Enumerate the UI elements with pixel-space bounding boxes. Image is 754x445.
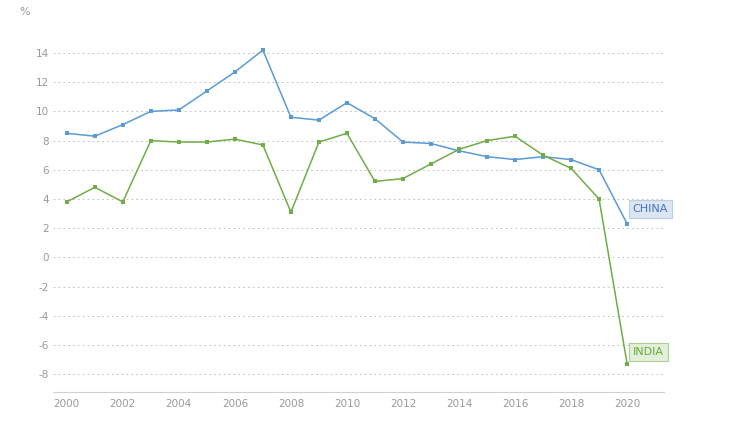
Text: CHINA: CHINA <box>633 204 668 214</box>
Text: INDIA: INDIA <box>633 347 664 357</box>
Text: %: % <box>19 7 30 17</box>
